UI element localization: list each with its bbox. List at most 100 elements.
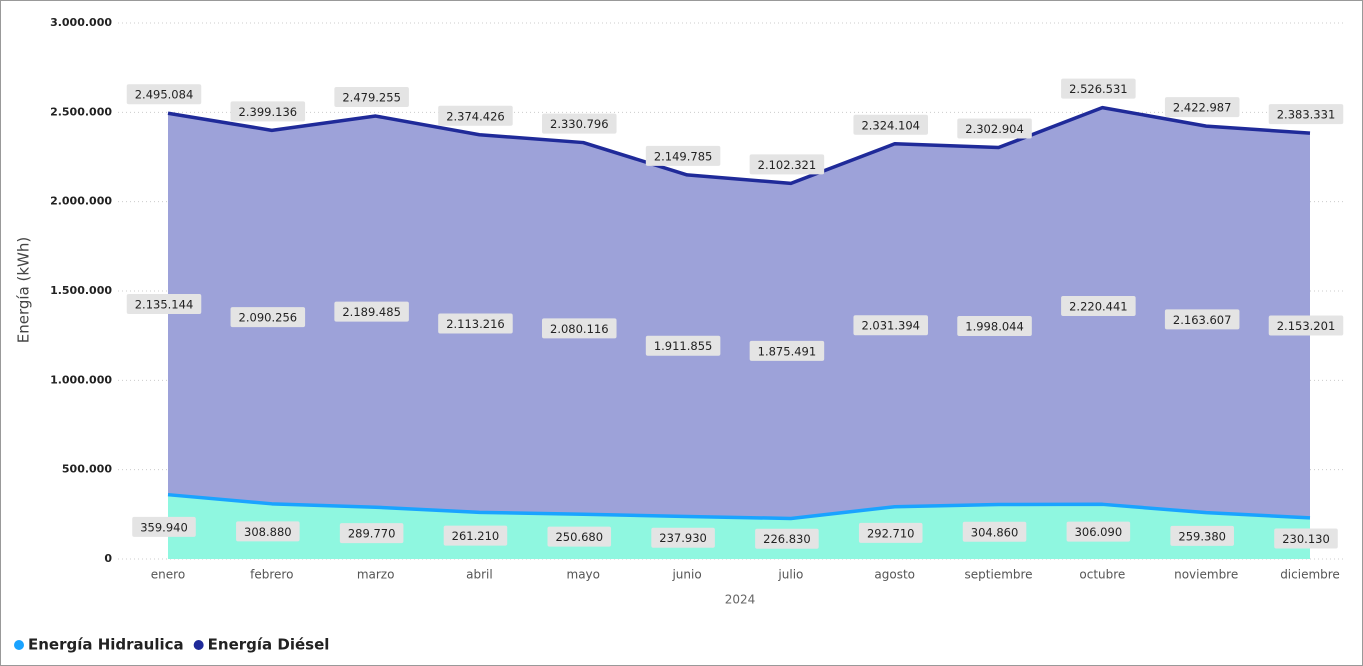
data-label: 2.153.201 bbox=[1268, 315, 1344, 336]
data-label: 230.130 bbox=[1274, 528, 1338, 549]
data-label-text: 261.210 bbox=[452, 529, 500, 543]
data-label: 1.875.491 bbox=[749, 340, 825, 361]
y-tick-label: 500.000 bbox=[62, 463, 112, 476]
label-box bbox=[957, 118, 1032, 139]
label-box bbox=[749, 340, 825, 361]
data-label: 2.163.607 bbox=[1164, 309, 1240, 330]
data-label-text: 2.189.485 bbox=[342, 305, 401, 319]
label-box bbox=[1268, 315, 1344, 336]
data-label-text: 2.163.607 bbox=[1173, 313, 1232, 327]
data-label: 2.324.104 bbox=[853, 114, 928, 135]
label-box bbox=[957, 316, 1032, 337]
data-label: 2.189.485 bbox=[334, 301, 409, 322]
line bbox=[167, 492, 1311, 521]
label-box bbox=[236, 521, 300, 542]
data-label-text: 2.399.136 bbox=[239, 105, 298, 119]
data-label: 306.090 bbox=[1066, 521, 1131, 542]
x-tick-label: enero bbox=[151, 568, 185, 582]
x-tick-label: mayo bbox=[567, 568, 601, 582]
label-box bbox=[547, 526, 612, 547]
label-box bbox=[334, 301, 409, 322]
data-label-text: 2.220.441 bbox=[1069, 299, 1128, 313]
label-box bbox=[230, 101, 306, 122]
label-box bbox=[542, 318, 617, 339]
data-label: 261.210 bbox=[443, 525, 508, 546]
line bbox=[167, 105, 1311, 186]
data-label: 2.220.441 bbox=[1061, 295, 1136, 316]
label-box bbox=[438, 105, 513, 126]
label-box bbox=[443, 525, 508, 546]
label-box bbox=[230, 307, 306, 328]
data-label-text: 2.422.987 bbox=[1173, 101, 1232, 115]
data-label-text: 259.380 bbox=[1178, 529, 1226, 543]
data-label: 2.479.255 bbox=[334, 87, 409, 108]
data-label-text: 250.680 bbox=[555, 530, 603, 544]
legend-label: Energía Diésel bbox=[208, 636, 330, 654]
label-box bbox=[1061, 78, 1136, 99]
data-label: 2.399.136 bbox=[230, 101, 306, 122]
data-label-text: 2.113.216 bbox=[446, 317, 505, 331]
data-label-text: 226.830 bbox=[763, 532, 811, 546]
data-label-text: 230.130 bbox=[1282, 532, 1330, 546]
data-label: 292.710 bbox=[858, 522, 923, 543]
data-label: 304.860 bbox=[962, 521, 1027, 542]
data-label-text: 2.479.255 bbox=[342, 91, 401, 105]
label-box bbox=[438, 313, 513, 334]
label-box bbox=[1061, 295, 1136, 316]
data-label: 2.302.904 bbox=[957, 118, 1032, 139]
label-box bbox=[1066, 521, 1131, 542]
label-box bbox=[334, 87, 409, 108]
x-tick-label: julio bbox=[777, 568, 803, 582]
y-tick-label: 3.000.000 bbox=[50, 16, 112, 29]
x-tick-label: junio bbox=[671, 568, 701, 582]
data-label-text: 2.031.394 bbox=[861, 319, 920, 333]
data-label-text: 2.324.104 bbox=[861, 118, 920, 132]
data-label-text: 237.930 bbox=[659, 531, 707, 545]
data-label: 2.526.531 bbox=[1061, 78, 1136, 99]
y-axis-label: Energía (kWh) bbox=[15, 237, 33, 344]
label-box bbox=[645, 335, 721, 356]
data-label: 2.080.116 bbox=[542, 318, 617, 339]
x-tick-label: noviembre bbox=[1174, 568, 1238, 582]
data-label: 2.135.144 bbox=[126, 293, 202, 314]
label-box bbox=[749, 154, 825, 175]
legend-marker bbox=[193, 640, 204, 650]
area bbox=[168, 107, 1310, 519]
label-box bbox=[858, 522, 923, 543]
label-box bbox=[755, 528, 819, 549]
x-tick-label: diciembre bbox=[1280, 568, 1340, 582]
data-label-text: 2.495.084 bbox=[135, 88, 194, 102]
y-tick-label: 1.000.000 bbox=[50, 373, 112, 386]
data-label-text: 2.080.116 bbox=[550, 322, 609, 336]
label-box bbox=[1170, 525, 1234, 546]
x-tick-label: abril bbox=[466, 568, 493, 582]
data-label: 1.911.855 bbox=[645, 335, 721, 356]
y-tick-label: 1.500.000 bbox=[50, 284, 112, 297]
label-box bbox=[1164, 97, 1240, 118]
data-label-text: 1.911.855 bbox=[654, 339, 713, 353]
data-label-text: 2.102.321 bbox=[758, 158, 817, 172]
data-label: 2.374.426 bbox=[438, 105, 513, 126]
data-label: 2.330.796 bbox=[542, 113, 617, 134]
data-label-text: 2.526.531 bbox=[1069, 82, 1128, 96]
y-tick-label: 2.500.000 bbox=[50, 105, 112, 118]
data-label-text: 1.998.044 bbox=[965, 320, 1024, 334]
label-box bbox=[542, 113, 617, 134]
data-label: 359.940 bbox=[132, 516, 196, 537]
data-label-text: 306.090 bbox=[1075, 525, 1123, 539]
data-label: 250.680 bbox=[547, 526, 612, 547]
x-tick-label: marzo bbox=[357, 568, 395, 582]
data-label-text: 292.710 bbox=[867, 526, 915, 540]
label-box bbox=[1268, 104, 1344, 125]
data-label: 226.830 bbox=[755, 528, 819, 549]
data-label: 308.880 bbox=[236, 521, 300, 542]
data-label-text: 308.880 bbox=[244, 525, 292, 539]
data-label-text: 2.383.331 bbox=[1277, 108, 1336, 122]
data-label: 2.149.785 bbox=[645, 145, 721, 166]
label-box bbox=[126, 84, 202, 105]
label-box bbox=[853, 114, 928, 135]
data-label: 2.031.394 bbox=[853, 315, 928, 336]
x-axis-label: 2024 bbox=[725, 593, 756, 607]
data-label-text: 2.135.144 bbox=[135, 297, 194, 311]
